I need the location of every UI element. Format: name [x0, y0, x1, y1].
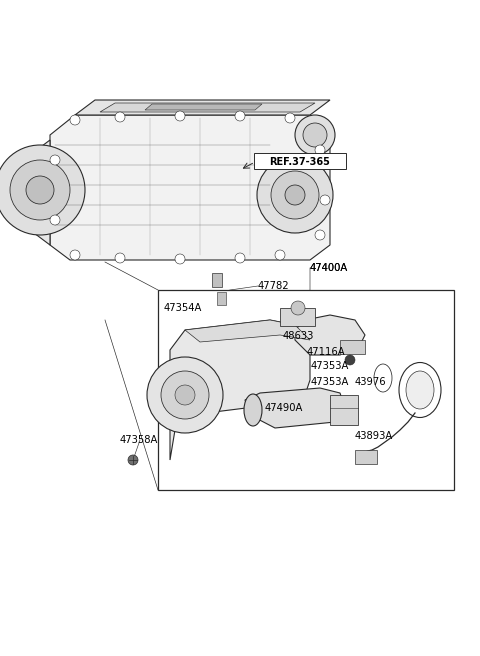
Text: 47116A: 47116A: [307, 347, 346, 357]
Bar: [158, 290, 454, 490]
Text: 47354A: 47354A: [164, 303, 203, 313]
Circle shape: [303, 123, 327, 147]
Ellipse shape: [374, 364, 392, 392]
Bar: [340, 340, 365, 354]
Circle shape: [115, 253, 125, 263]
Text: 47782: 47782: [258, 281, 289, 291]
Circle shape: [161, 371, 209, 419]
Circle shape: [271, 171, 319, 219]
Circle shape: [320, 195, 330, 205]
Text: 47490A: 47490A: [265, 403, 303, 413]
Circle shape: [128, 455, 138, 465]
Circle shape: [285, 185, 305, 205]
Circle shape: [315, 230, 325, 240]
Bar: [355, 450, 377, 464]
Text: 47358A: 47358A: [120, 435, 158, 445]
Polygon shape: [170, 320, 310, 460]
Ellipse shape: [244, 394, 262, 426]
Circle shape: [70, 250, 80, 260]
Text: 43893A: 43893A: [355, 431, 393, 441]
Polygon shape: [145, 104, 262, 110]
Polygon shape: [100, 103, 315, 112]
Circle shape: [50, 155, 60, 165]
Circle shape: [285, 113, 295, 123]
Circle shape: [275, 250, 285, 260]
Circle shape: [70, 115, 80, 125]
Ellipse shape: [399, 363, 441, 417]
Circle shape: [0, 145, 85, 235]
Circle shape: [235, 253, 245, 263]
Circle shape: [295, 115, 335, 155]
Polygon shape: [50, 115, 330, 260]
Circle shape: [235, 111, 245, 121]
Text: 47353A: 47353A: [311, 361, 349, 371]
Text: 47353A: 47353A: [311, 377, 349, 387]
Circle shape: [115, 112, 125, 122]
Bar: [217, 292, 226, 305]
Polygon shape: [75, 100, 330, 115]
Text: 47400A: 47400A: [310, 263, 348, 273]
Ellipse shape: [406, 371, 434, 409]
Text: 48633: 48633: [283, 331, 314, 341]
Bar: [280, 308, 315, 326]
Circle shape: [345, 355, 355, 365]
Polygon shape: [295, 315, 365, 355]
Circle shape: [315, 145, 325, 155]
Circle shape: [257, 157, 333, 233]
Circle shape: [175, 385, 195, 405]
Circle shape: [175, 111, 185, 121]
FancyBboxPatch shape: [254, 153, 346, 169]
Circle shape: [10, 160, 70, 220]
Polygon shape: [30, 140, 50, 245]
Text: REF.37-365: REF.37-365: [270, 157, 330, 167]
Text: 43976: 43976: [355, 377, 386, 387]
Circle shape: [26, 176, 54, 204]
Text: 47400A: 47400A: [310, 263, 348, 273]
Circle shape: [147, 357, 223, 433]
Polygon shape: [245, 388, 345, 428]
Bar: [212, 273, 222, 287]
Circle shape: [291, 301, 305, 315]
Circle shape: [175, 254, 185, 264]
Bar: [330, 395, 358, 425]
Polygon shape: [185, 320, 310, 342]
Circle shape: [50, 215, 60, 225]
